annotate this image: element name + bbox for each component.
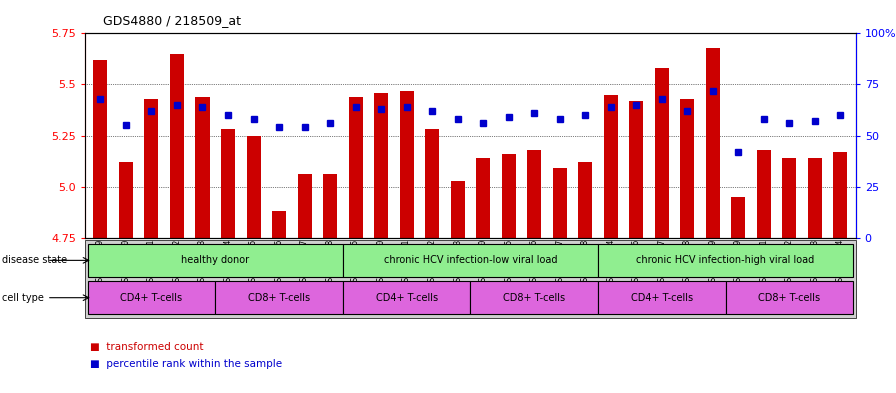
Bar [323,174,337,238]
Bar [629,101,643,238]
Bar [578,162,592,238]
Bar [144,99,159,238]
Bar [808,158,822,238]
Text: chronic HCV infection-low viral load: chronic HCV infection-low viral load [383,255,557,265]
Bar [246,136,261,238]
Bar [170,54,184,238]
Bar [757,150,771,238]
Text: chronic HCV infection-high viral load: chronic HCV infection-high viral load [636,255,814,265]
Text: CD8+ T-cells: CD8+ T-cells [504,293,565,303]
Bar [598,244,853,277]
Bar [272,211,286,238]
Bar [527,150,541,238]
Bar [297,174,312,238]
Text: ■  percentile rank within the sample: ■ percentile rank within the sample [90,360,281,369]
Text: cell type: cell type [2,293,44,303]
Bar [604,95,617,238]
Bar [782,158,797,238]
Text: CD8+ T-cells: CD8+ T-cells [758,293,821,303]
Bar [706,48,719,238]
Bar [451,180,465,238]
Bar [88,281,215,314]
Bar [343,281,470,314]
Bar [425,129,439,238]
Text: CD4+ T-cells: CD4+ T-cells [631,293,693,303]
Bar [680,99,694,238]
Bar [470,281,598,314]
Bar [476,158,490,238]
Bar [195,97,210,238]
Bar [833,152,848,238]
Bar [553,168,566,238]
Bar [375,93,388,238]
Bar [731,197,745,238]
Bar [502,154,516,238]
Text: CD4+ T-cells: CD4+ T-cells [120,293,183,303]
Bar [215,281,343,314]
Bar [655,68,668,238]
Text: CD8+ T-cells: CD8+ T-cells [248,293,310,303]
Text: GDS4880 / 218509_at: GDS4880 / 218509_at [103,14,241,27]
Bar [119,162,133,238]
Bar [400,91,414,238]
Bar [93,60,108,238]
Bar [221,129,235,238]
Bar [349,97,363,238]
Bar [343,244,598,277]
Text: healthy donor: healthy donor [181,255,249,265]
Bar [726,281,853,314]
Text: disease state: disease state [2,255,67,265]
Text: ■  transformed count: ■ transformed count [90,342,203,352]
Text: CD4+ T-cells: CD4+ T-cells [375,293,437,303]
Bar [88,244,343,277]
Bar [598,281,726,314]
